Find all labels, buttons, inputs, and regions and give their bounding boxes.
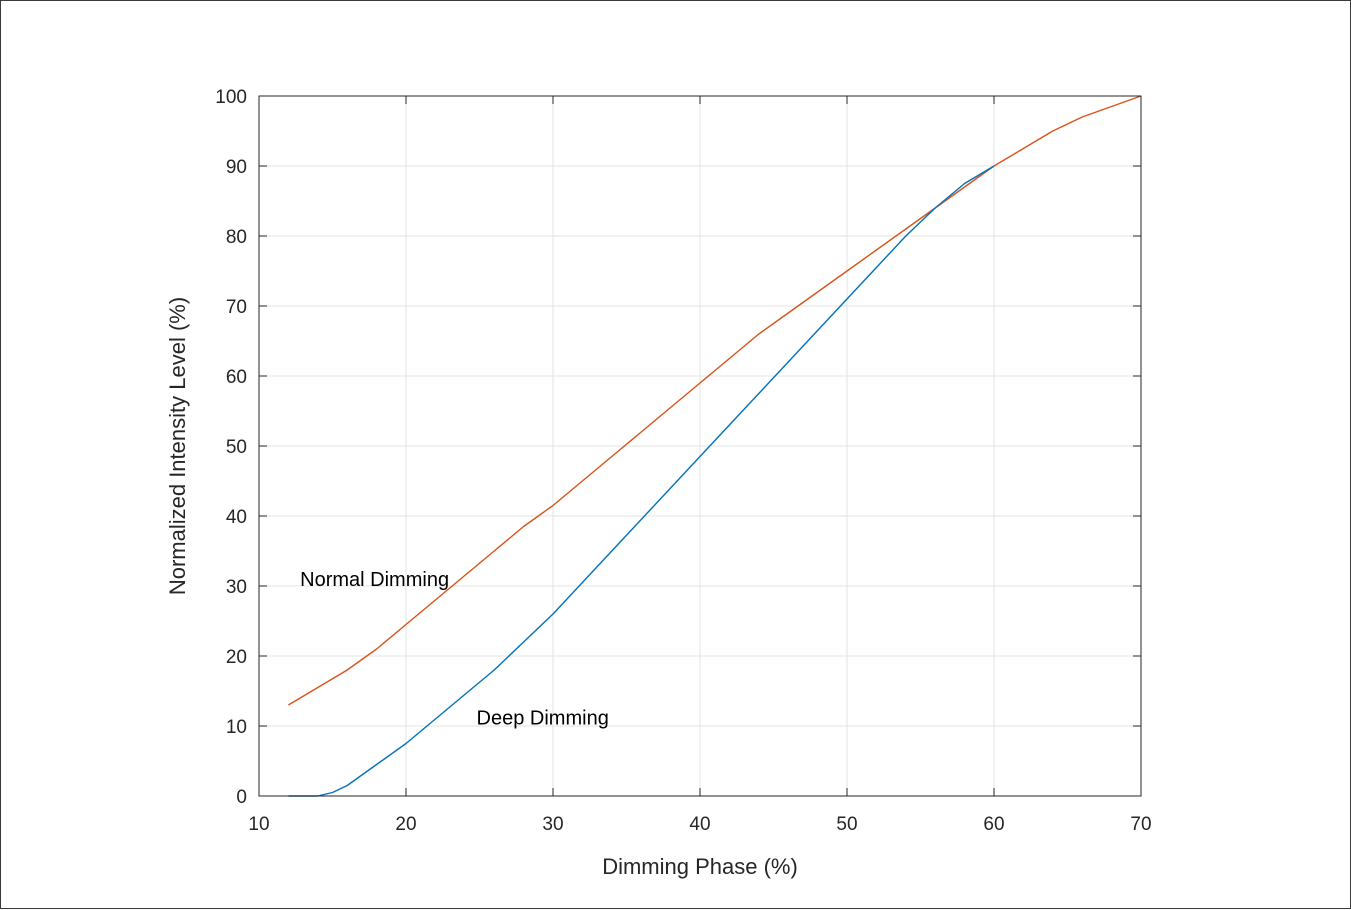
- annotations: Normal Dimming Deep Dimming: [300, 569, 609, 730]
- y-tick-label: 40: [226, 507, 247, 528]
- x-tick-label: 20: [395, 814, 416, 835]
- series-line-normal: [288, 95, 1142, 706]
- x-tick-label: 10: [248, 814, 269, 835]
- y-tick-label: 0: [236, 787, 247, 808]
- y-tick-label: 60: [226, 367, 247, 388]
- y-tick-label: 20: [226, 647, 247, 668]
- series-line-deep: [288, 165, 995, 797]
- annotation-label: Deep Dimming: [477, 708, 609, 730]
- y-axis-label: Normalized Intensity Level (%): [165, 297, 190, 595]
- x-tick-label: 50: [836, 814, 857, 835]
- y-tick-label: 80: [226, 227, 247, 248]
- grid-lines: [258, 95, 1142, 797]
- y-tick-label: 30: [226, 577, 247, 598]
- y-tick-label: 10: [226, 717, 247, 738]
- y-tick-label: 50: [226, 437, 247, 458]
- x-tick-label: 40: [689, 814, 710, 835]
- x-tick-label: 70: [1130, 814, 1151, 835]
- y-tick-label: 70: [226, 297, 247, 318]
- y-tick-label: 100: [215, 87, 247, 108]
- x-tick-label: 30: [542, 814, 563, 835]
- x-axis-label: Dimming Phase (%): [602, 854, 798, 879]
- annotation-label: Normal Dimming: [300, 569, 449, 591]
- data-series: [288, 95, 1142, 797]
- axis-ticks: [258, 95, 1142, 797]
- y-tick-label: 90: [226, 157, 247, 178]
- x-tick-label: 60: [983, 814, 1004, 835]
